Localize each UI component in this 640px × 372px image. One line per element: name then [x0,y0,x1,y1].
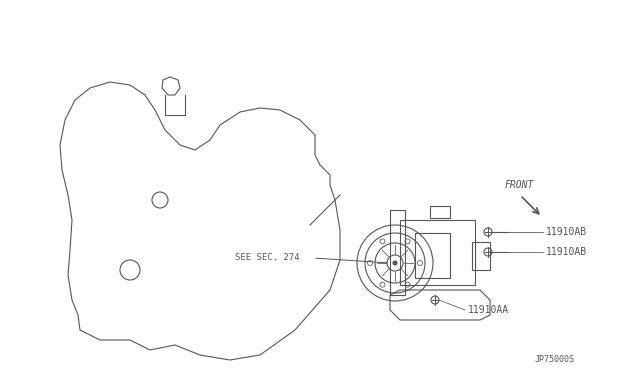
Text: JP75000S: JP75000S [535,355,575,364]
Text: 11910AA: 11910AA [468,305,509,315]
Bar [430,206,450,218]
Text: 11910AB: 11910AB [546,247,587,257]
Circle shape [393,261,397,265]
Text: 11910AB: 11910AB [546,227,587,237]
Text: FRONT: FRONT [505,180,534,190]
Bar [472,242,490,270]
Bar [415,233,450,278]
Bar [400,220,475,285]
Bar [390,210,405,295]
Text: SEE SEC. 274: SEE SEC. 274 [235,253,300,263]
